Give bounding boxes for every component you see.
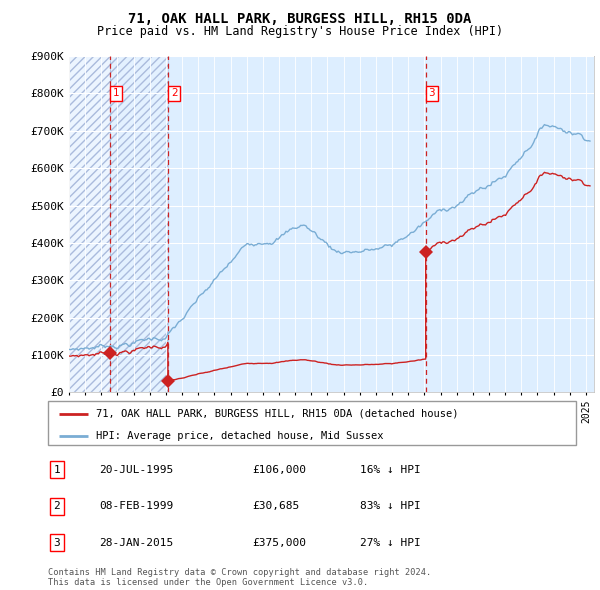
Bar xyxy=(69,56,110,392)
Text: 1: 1 xyxy=(53,465,61,474)
Bar xyxy=(110,56,168,392)
Text: HPI: Average price, detached house, Mid Sussex: HPI: Average price, detached house, Mid … xyxy=(95,431,383,441)
Text: 3: 3 xyxy=(53,538,61,548)
Text: 1: 1 xyxy=(113,88,120,99)
Text: 3: 3 xyxy=(428,88,435,99)
Text: 28-JAN-2015: 28-JAN-2015 xyxy=(99,538,173,548)
Text: 27% ↓ HPI: 27% ↓ HPI xyxy=(360,538,421,548)
Text: 83% ↓ HPI: 83% ↓ HPI xyxy=(360,502,421,511)
Text: £375,000: £375,000 xyxy=(252,538,306,548)
Text: Price paid vs. HM Land Registry's House Price Index (HPI): Price paid vs. HM Land Registry's House … xyxy=(97,25,503,38)
Text: 08-FEB-1999: 08-FEB-1999 xyxy=(99,502,173,511)
Text: 16% ↓ HPI: 16% ↓ HPI xyxy=(360,465,421,474)
Text: 71, OAK HALL PARK, BURGESS HILL, RH15 0DA: 71, OAK HALL PARK, BURGESS HILL, RH15 0D… xyxy=(128,12,472,26)
Bar xyxy=(110,56,168,392)
Text: 71, OAK HALL PARK, BURGESS HILL, RH15 0DA (detached house): 71, OAK HALL PARK, BURGESS HILL, RH15 0D… xyxy=(95,409,458,418)
Text: £30,685: £30,685 xyxy=(252,502,299,511)
Text: £106,000: £106,000 xyxy=(252,465,306,474)
Bar xyxy=(69,56,110,392)
Text: Contains HM Land Registry data © Crown copyright and database right 2024.
This d: Contains HM Land Registry data © Crown c… xyxy=(48,568,431,587)
Text: 2: 2 xyxy=(53,502,61,511)
Text: 20-JUL-1995: 20-JUL-1995 xyxy=(99,465,173,474)
Text: 2: 2 xyxy=(171,88,178,99)
